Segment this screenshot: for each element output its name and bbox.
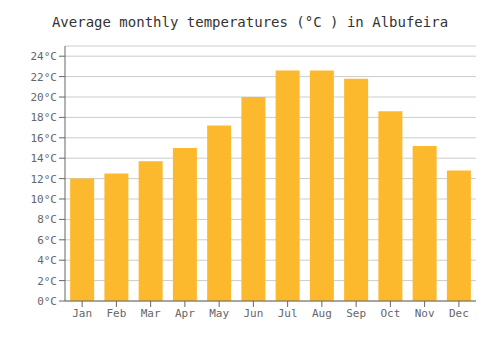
svg-text:Apr: Apr <box>175 307 195 320</box>
svg-text:Jan: Jan <box>72 307 92 320</box>
svg-text:Jul: Jul <box>278 307 298 320</box>
svg-text:2°C: 2°C <box>37 275 57 288</box>
svg-text:24°C: 24°C <box>31 50 58 63</box>
svg-text:4°C: 4°C <box>37 254 57 267</box>
svg-text:0°C: 0°C <box>37 295 57 308</box>
svg-text:14°C: 14°C <box>31 152 58 165</box>
svg-text:Mar: Mar <box>141 307 161 320</box>
svg-text:8°C: 8°C <box>37 213 57 226</box>
svg-text:Oct: Oct <box>380 307 400 320</box>
svg-text:18°C: 18°C <box>31 111 58 124</box>
svg-text:Jun: Jun <box>243 307 263 320</box>
svg-text:12°C: 12°C <box>31 173 58 186</box>
svg-text:Sep: Sep <box>346 307 366 320</box>
svg-text:20°C: 20°C <box>31 91 58 104</box>
svg-text:6°C: 6°C <box>37 234 57 247</box>
svg-text:22°C: 22°C <box>31 71 58 84</box>
svg-text:16°C: 16°C <box>31 132 58 145</box>
svg-text:Dec: Dec <box>449 307 469 320</box>
svg-text:Aug: Aug <box>312 307 332 320</box>
svg-text:Feb: Feb <box>106 307 126 320</box>
html-text:Average monthly temperatures (: Average monthly temperatures (°C ) in Al… <box>51 14 449 30</box>
svg-text:Nov: Nov <box>415 307 435 320</box>
svg-text:10°C: 10°C <box>31 193 58 206</box>
svg-text:May: May <box>209 307 229 320</box>
